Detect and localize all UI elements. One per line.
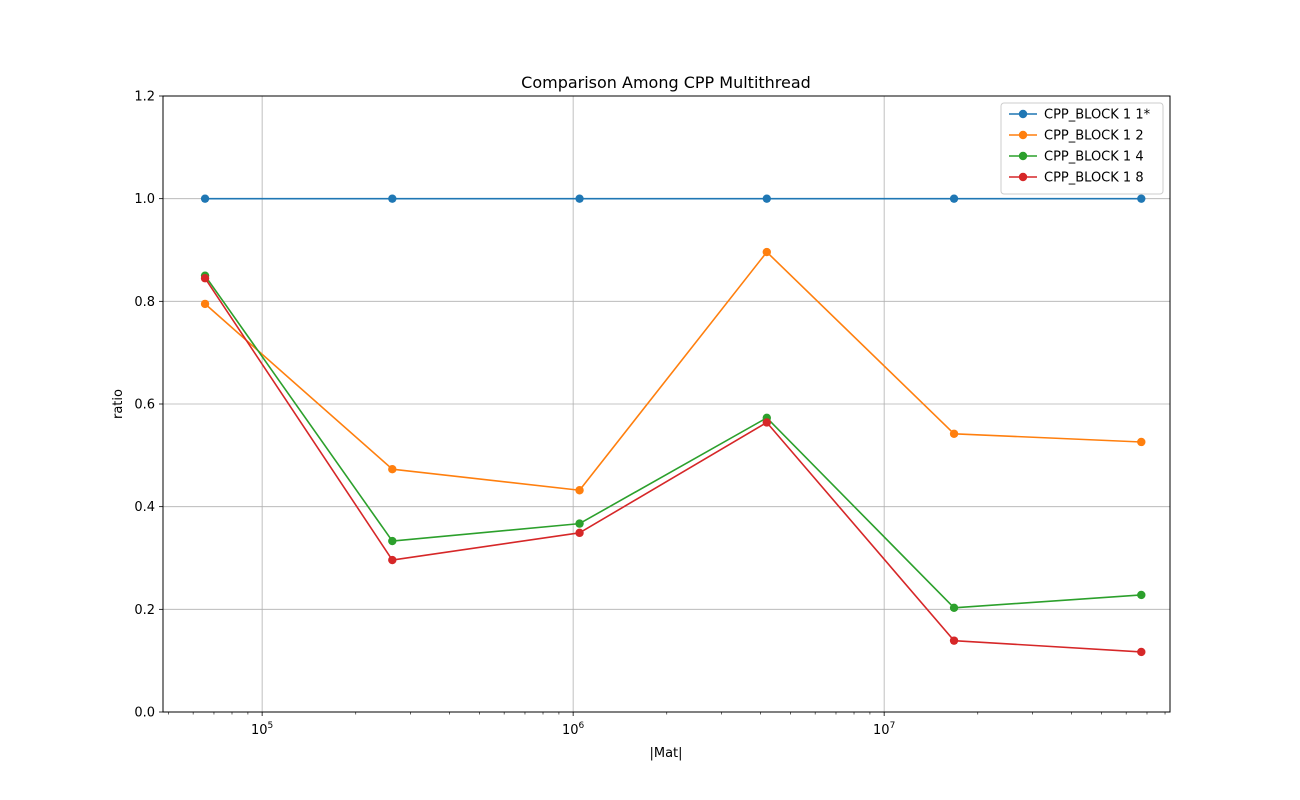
x-tick-base: 10 (251, 723, 268, 738)
y-axis-label: ratio (111, 389, 126, 419)
data-point (1137, 194, 1146, 203)
x-tick-label: 105 (251, 721, 273, 738)
y-tick-label: 1.2 (134, 90, 155, 105)
legend-marker (1018, 130, 1028, 140)
data-point (200, 274, 210, 283)
legend-item: CPP_BLOCK 1 2 (1009, 129, 1144, 144)
series-1 (200, 194, 1146, 203)
series-line (204, 277, 1142, 653)
x-tick-label: 106 (562, 721, 585, 738)
legend-label: CPP_BLOCK 1 4 (1044, 150, 1144, 165)
y-tick-label: 0.6 (134, 398, 155, 413)
data-point (575, 528, 584, 538)
data-point (388, 194, 397, 203)
legend-marker (1018, 151, 1028, 161)
x-axis-ticks: 105 106 107 (251, 712, 895, 738)
legend-label: CPP_BLOCK 1 2 (1044, 129, 1144, 144)
data-point (1137, 647, 1146, 657)
x-tick-exponent: 6 (579, 721, 585, 731)
data-point (575, 194, 584, 203)
x-tick-base: 10 (873, 723, 890, 738)
x-tick-base: 10 (562, 723, 579, 738)
data-point (949, 429, 959, 438)
y-tick-label: 0.8 (134, 295, 155, 310)
x-minor-ticks (168, 712, 1166, 715)
legend-item: CPP_BLOCK 1 8 (1009, 171, 1144, 186)
data-point (762, 247, 772, 257)
legend-label: CPP_BLOCK 1 1* (1044, 108, 1151, 123)
data-point (388, 536, 397, 546)
data-point (388, 555, 397, 565)
y-axis-ticks: 0.0 0.2 0.4 0.6 0.8 1.0 1.2 (134, 90, 163, 721)
data-point (762, 194, 772, 203)
plot-frame (162, 95, 1171, 713)
data-point (575, 486, 584, 495)
series-line (204, 251, 1142, 492)
data-point (949, 636, 959, 645)
data-point (200, 299, 210, 309)
series (200, 194, 1146, 657)
x-tick-exponent: 7 (890, 721, 896, 731)
y-tick-label: 0.2 (134, 603, 155, 618)
y-tick-label: 1.0 (134, 192, 155, 207)
data-point (575, 519, 584, 528)
data-point (762, 418, 772, 427)
x-axis-label: |Mat| (649, 746, 682, 761)
data-point (1137, 437, 1146, 447)
y-tick-label: 0.4 (134, 500, 155, 515)
legend: CPP_BLOCK 1 1* CPP_BLOCK 1 2 CPP_BLOCK 1 4… (1000, 102, 1164, 195)
x-tick-exponent: 5 (268, 721, 274, 731)
series-2 (200, 247, 1146, 495)
legend-marker (1018, 109, 1028, 119)
data-point (949, 194, 959, 203)
data-point (388, 464, 397, 474)
series-4 (200, 274, 1146, 657)
legend-marker (1018, 172, 1028, 182)
x-tick-label: 107 (873, 721, 895, 738)
legend-item: CPP_BLOCK 1 4 (1009, 150, 1144, 165)
legend-item: CPP_BLOCK 1 1* (1009, 108, 1151, 123)
chart-title: Comparison Among CPP Multithread (521, 73, 811, 92)
data-point (1137, 590, 1146, 600)
legend-box (1000, 102, 1164, 195)
legend-label: CPP_BLOCK 1 8 (1044, 171, 1144, 186)
data-point (200, 194, 210, 203)
series-line (204, 275, 1142, 609)
data-point (949, 603, 959, 612)
y-tick-label: 0.0 (134, 706, 155, 721)
